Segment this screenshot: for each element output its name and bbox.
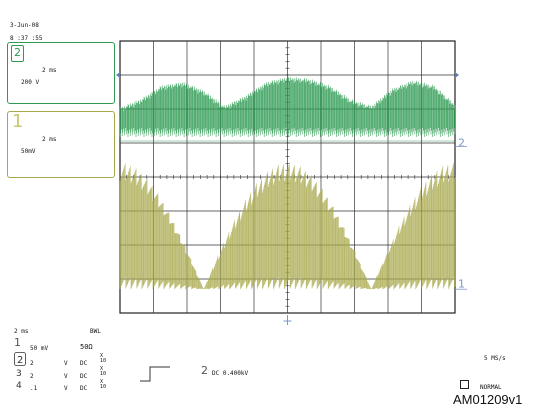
row-3: .1	[30, 385, 38, 392]
row-1-unit: V	[64, 360, 68, 367]
row-3-unit: V	[64, 385, 68, 392]
channel-2-badge: 2	[11, 45, 24, 62]
row-1-multiplier: X 10	[100, 353, 107, 364]
row-2-unit: V	[64, 373, 68, 380]
channel-2-panel[interactable]: 2 2 ms 200 V	[7, 42, 115, 104]
date-label: 3-Jun-08	[10, 22, 39, 29]
row-2: 2	[30, 373, 34, 380]
channel-2-scale: 200 V	[21, 79, 40, 86]
row-3-multiplier: X 10	[100, 379, 107, 390]
trigger-level: DC 0.400kV	[212, 370, 249, 377]
channel-1-badge: 1	[12, 111, 24, 132]
bottom-timebase: 2 ms	[14, 328, 29, 335]
trigger-position-marker	[283, 315, 292, 325]
mode-checkbox[interactable]	[460, 380, 469, 389]
trigger-edge-icon	[140, 364, 172, 388]
bottom-channel-1-number: 1	[14, 336, 21, 349]
svg-text:2: 2	[17, 355, 23, 366]
impedance-label: 50Ω	[80, 343, 93, 351]
series-1-trace	[119, 162, 456, 290]
row-1: 2	[30, 360, 34, 367]
channel-stack-icon: 2 3 4	[14, 352, 26, 391]
channel-1-level-label: 1	[458, 278, 465, 291]
series-2-trace	[119, 76, 456, 137]
figure-id: AM01209v1	[453, 392, 523, 407]
row-3-coupling: DC	[80, 385, 88, 392]
channel-2-level-arrow-right	[455, 72, 459, 78]
row-2-multiplier: X 10	[100, 366, 107, 377]
sample-rate: 5 MS/s	[484, 355, 506, 362]
channel-2-level-label: 2	[458, 136, 465, 149]
time-label: 8 :37 :55	[10, 35, 43, 42]
channel-1-panel[interactable]: 1 2 ms 50mV	[7, 111, 115, 178]
mode-label: NORMAL	[480, 384, 502, 391]
bottom-channel-1-scale: 50 mV	[30, 345, 49, 352]
trigger-channel-number: 2	[201, 364, 208, 377]
row-1-coupling: DC	[80, 360, 88, 367]
bwl-label: BWL	[90, 328, 101, 335]
channel-1-scale: 50mV	[21, 148, 36, 155]
svg-text:3: 3	[16, 369, 22, 379]
row-2-coupling: DC	[80, 373, 88, 380]
channel-2-timebase: 2 ms	[42, 67, 57, 74]
svg-text:4: 4	[16, 381, 22, 390]
channel-1-timebase: 2 ms	[42, 136, 57, 143]
channel-2-level-arrow	[116, 72, 120, 78]
